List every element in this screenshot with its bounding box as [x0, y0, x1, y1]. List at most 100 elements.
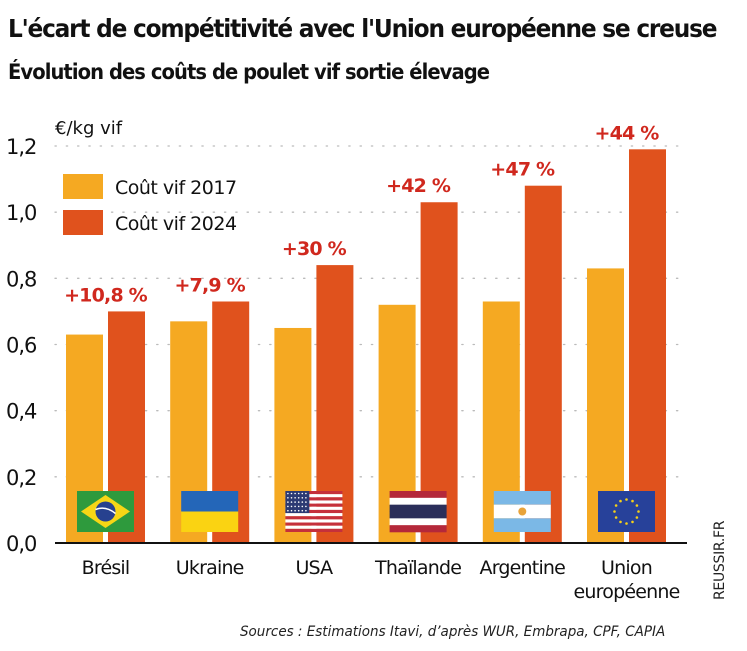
flag-star: [301, 492, 304, 495]
flag-stripe: [285, 497, 343, 501]
bar-2024: [629, 149, 666, 543]
site-credit: REUSSIR.FR: [712, 520, 728, 600]
change-label: +30 %: [282, 238, 347, 260]
legend-swatch-2024: [63, 210, 103, 235]
flag-star: [290, 501, 293, 503]
flag-star: [301, 505, 304, 508]
flag-star: [290, 505, 293, 508]
chart-title: L'écart de compétitivité avec l'Union eu…: [8, 14, 717, 43]
flag-stripe: [389, 518, 447, 526]
brazil-flag: [77, 491, 134, 532]
flag-star: [631, 499, 634, 503]
y-tick-label: 1,0: [6, 201, 36, 225]
flag-star: [287, 505, 289, 508]
flag-bottom: [493, 518, 551, 532]
change-label: +42 %: [386, 175, 451, 197]
flag-star: [301, 509, 304, 512]
x-axis-labels: Brésil Ukraine USA Thaïlande Argentine Unione…: [82, 557, 681, 603]
y-tick-label: 0,4: [6, 400, 37, 424]
flag-stripe: [389, 497, 447, 505]
flag-stripe: [285, 519, 343, 523]
flag-field: [598, 491, 655, 532]
change-label: +7,9 %: [174, 274, 245, 296]
flag-stripe: [285, 509, 343, 514]
legend-swatch-2017: [63, 174, 103, 199]
flag-stripe: [285, 516, 343, 520]
y-axis-label: €/kg vif: [55, 118, 123, 139]
flag-star: [294, 492, 296, 495]
flag-star: [290, 492, 293, 495]
flag-star: [305, 497, 307, 499]
flag-stripe: [285, 500, 343, 504]
y-tick-label: 0,2: [6, 466, 36, 490]
flag-star: [637, 510, 640, 513]
flag-star: [297, 509, 300, 512]
flag-star: [305, 492, 307, 495]
flag-star: [290, 509, 293, 512]
flag-star: [297, 497, 300, 499]
flag-stripe: [285, 491, 343, 495]
flag-star: [294, 501, 296, 503]
change-label: +10,8 %: [64, 284, 148, 306]
flag-star: [290, 497, 293, 499]
flag-star: [305, 509, 307, 512]
flag-star: [287, 497, 289, 499]
argentina-flag: [493, 491, 551, 532]
flag-globe: [95, 501, 116, 522]
legend-label: Coût vif 2017: [115, 177, 237, 199]
flag-band: [95, 507, 116, 515]
x-tick-label: Brésil: [82, 557, 130, 579]
flag-star: [619, 520, 622, 524]
thailand-flag: [389, 491, 447, 533]
flag-star: [287, 501, 289, 503]
flag-star: [305, 501, 307, 503]
flag-top: [493, 491, 551, 505]
legend: Coût vif 2017 Coût vif 2024: [63, 174, 237, 235]
legend-label: Coût vif 2024: [115, 213, 237, 235]
flag-stripe: [285, 528, 343, 532]
flag-stripe: [285, 525, 343, 529]
flag-star: [635, 516, 639, 519]
y-tick-label: 1,2: [6, 135, 36, 159]
flag-star: [631, 520, 634, 524]
usa-flag: [285, 491, 343, 532]
flag-sun: [518, 507, 527, 516]
flag-star: [613, 510, 616, 513]
flag-star: [294, 505, 296, 508]
flag-star: [619, 499, 622, 503]
flag-top: [181, 491, 239, 512]
y-tick-label: 0,0: [6, 532, 36, 556]
x-tick-label: européenne: [574, 581, 680, 603]
change-label: +44 %: [594, 122, 659, 144]
flag-star: [625, 522, 628, 525]
chart-subtitle: Évolution des coûts de poulet vif sortie…: [8, 60, 490, 84]
flag-bottom: [181, 511, 239, 532]
ukraine-flag: [181, 491, 239, 532]
x-tick-label: Union: [601, 557, 652, 579]
country-flags: [77, 491, 655, 533]
x-tick-label: Argentine: [480, 557, 566, 579]
flag-star: [297, 505, 300, 508]
flag-stripe: [285, 522, 343, 526]
flag-star: [301, 497, 304, 499]
flag-star: [297, 501, 300, 503]
gridlines: [54, 145, 688, 478]
y-axis-ticks: 0,0 0,2 0,4 0,6 0,8 1,0 1,2: [6, 135, 38, 556]
flag-star: [305, 505, 307, 508]
flag-star: [297, 492, 300, 495]
flag-stripe: [389, 525, 447, 533]
flag-star: [287, 509, 289, 512]
flag-stripe: [389, 491, 447, 499]
change-label: +47 %: [490, 159, 555, 181]
x-tick-label: Ukraine: [176, 557, 244, 579]
bar-2024: [524, 185, 562, 543]
flag-stripe: [285, 503, 343, 507]
y-tick-label: 0,6: [6, 334, 37, 358]
flag-star: [625, 498, 628, 501]
source-note: Sources : Estimations Itavi, d’après WUR…: [240, 624, 666, 640]
y-tick-label: 0,8: [6, 267, 36, 291]
flag-stripe: [389, 511, 447, 519]
flag-star: [294, 509, 296, 512]
flag-stripe: [389, 504, 447, 512]
